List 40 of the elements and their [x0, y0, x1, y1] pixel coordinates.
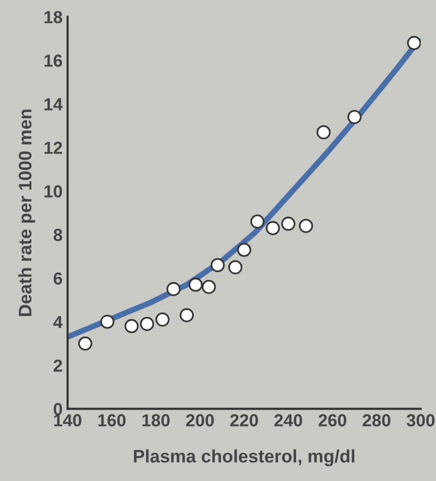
y-tick-label: 6 — [54, 272, 62, 285]
x-tick-label: 180 — [142, 414, 170, 426]
y-tick-label: 8 — [54, 228, 62, 242]
x-tick-label: 200 — [186, 414, 214, 426]
point — [347, 110, 362, 124]
y-tick-label: 16 — [44, 54, 62, 67]
point — [124, 319, 139, 334]
x-tick-label: 160 — [98, 414, 126, 426]
x-tick-label: 280 — [362, 414, 390, 426]
point — [180, 308, 194, 322]
y-tick-label: 10 — [44, 185, 62, 198]
x-tick-label: 220 — [230, 414, 258, 426]
point — [407, 36, 421, 50]
x-tick-label: 240 — [274, 414, 302, 426]
point — [228, 260, 242, 274]
y-tick-label: 0 — [54, 403, 62, 416]
point — [237, 242, 252, 257]
point — [188, 278, 203, 292]
x-tick-label: 140 — [54, 414, 82, 426]
y-tick-label: 4 — [53, 316, 63, 328]
y-tick-label: 18 — [44, 11, 62, 24]
point — [100, 314, 114, 329]
point — [298, 218, 314, 233]
point — [166, 282, 181, 296]
point — [202, 280, 216, 294]
point — [155, 312, 170, 327]
point — [78, 336, 92, 351]
y-axis-title: Death rate per 1000 men — [18, 110, 36, 316]
y-tick-label: 2 — [54, 359, 62, 372]
point — [266, 221, 280, 236]
x-axis-title: Plasma cholesterol, mg/dl — [134, 449, 354, 466]
point — [281, 216, 296, 231]
y-tick-label: 14 — [44, 98, 63, 110]
y-tick-label: 12 — [44, 142, 62, 154]
point — [210, 258, 225, 272]
x-tick-label: 260 — [318, 414, 346, 426]
point — [140, 316, 154, 331]
x-tick-label: 300 — [406, 414, 435, 426]
point — [316, 125, 331, 140]
point — [250, 214, 264, 229]
